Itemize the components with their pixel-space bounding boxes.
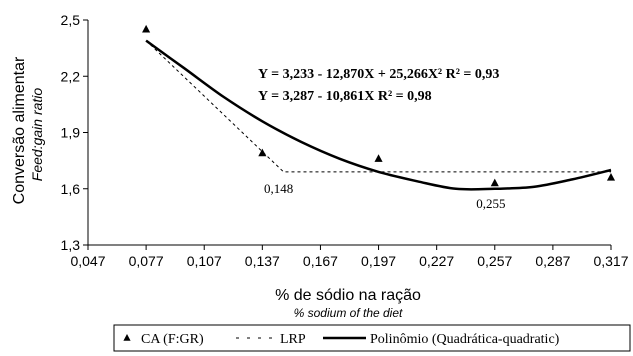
y-tick-label: 2,2	[61, 68, 81, 84]
x-tick-label: 0,077	[129, 253, 164, 269]
x-tick-label: 0,287	[535, 253, 570, 269]
y-tick-label: 1,6	[61, 181, 81, 197]
x-tick-label: 0,227	[419, 253, 454, 269]
data-point-triangle	[258, 148, 267, 157]
series-line-polynomial	[145, 39, 612, 191]
y-axis-title-en: Feed:gain ratio	[29, 88, 45, 182]
x-axis-title-en: % sodium of the diet	[294, 306, 403, 320]
y-tick-label: 2,5	[61, 12, 81, 28]
x-tick-label: 0,167	[303, 253, 338, 269]
axis-labels: Conversão alimentar Feed:gain ratio % de s…	[11, 56, 421, 320]
legend-label-polynomial: Polinômio (Quadrática-quadratic)	[370, 332, 560, 347]
annotation-minimum-point: 0,255	[476, 196, 505, 211]
y-tick-label: 1,9	[61, 125, 81, 141]
y-axis-title: Conversão alimentar	[11, 56, 28, 204]
legend-marker-triangle	[123, 334, 131, 341]
legend-label-ca: CA (F:GR)	[141, 332, 204, 347]
series	[142, 24, 616, 191]
data-point-triangle	[490, 178, 499, 187]
x-tick-label: 0,317	[593, 253, 628, 269]
legend: CA (F:GR) LRP Polinômio (Quadrática-quadra…	[113, 324, 631, 352]
x-tick-label: 0,257	[477, 253, 512, 269]
x-axis-title: % de sódio na ração	[275, 287, 421, 304]
annotations: Y = 3,233 - 12,870X + 25,266X² R² = 0,93…	[258, 67, 506, 211]
data-point-triangle	[374, 154, 383, 162]
equation-quadratic: Y = 3,233 - 12,870X + 25,266X² R² = 0,93	[258, 67, 499, 82]
data-point-triangle	[606, 173, 616, 181]
legend-box	[113, 324, 631, 352]
x-tick-label: 0,137	[245, 253, 280, 269]
series-line-lrp	[145, 40, 611, 173]
equation-lrp: Y = 3,287 - 10,861X R² = 0,98	[258, 89, 432, 104]
ticks: 1,3 1,6 1,9 2,2 2,5 0,047 0,077 0,107 0,137 0,167…	[61, 12, 629, 269]
data-point-triangle	[142, 24, 151, 33]
y-tick-label: 1,3	[61, 237, 81, 253]
x-tick-label: 0,107	[187, 253, 222, 269]
x-tick-label: 0,197	[361, 253, 396, 269]
axes	[87, 20, 611, 246]
annotation-break-point: 0,148	[264, 181, 293, 196]
legend-label-lrp: LRP	[280, 332, 306, 347]
x-tick-label: 0,047	[70, 253, 105, 269]
